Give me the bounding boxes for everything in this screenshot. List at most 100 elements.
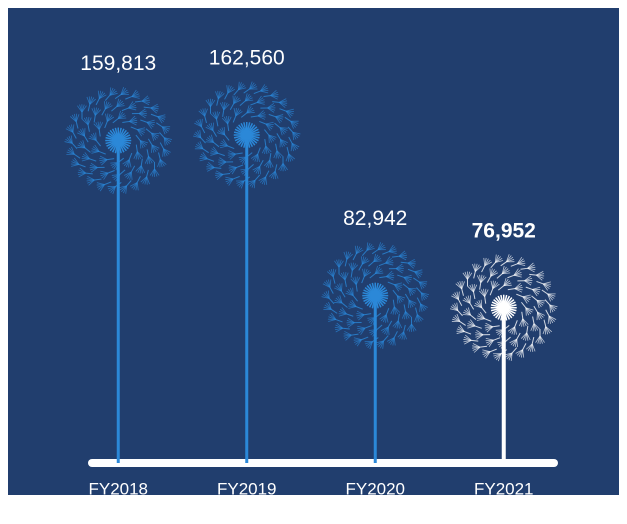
seed-fluff: [257, 115, 266, 120]
seed-head: [64, 86, 173, 195]
seed-stalk: [121, 107, 129, 112]
seed-fluff: [70, 135, 73, 144]
seed-fluff: [263, 159, 271, 167]
seed-stalk: [481, 307, 487, 314]
seed-stalk: [479, 345, 488, 348]
seed-stalk: [470, 314, 477, 320]
seed-stalk: [243, 88, 250, 94]
seed-fluff: [131, 96, 140, 99]
seed-stalk: [263, 95, 271, 97]
seed-fluff: [461, 281, 465, 290]
seed-fluff: [278, 163, 284, 171]
seed-fluff: [246, 112, 255, 114]
seed-stalk: [135, 144, 138, 152]
seed-stalk: [104, 181, 112, 185]
seed-stalk: [496, 273, 503, 279]
seed-fluff: [332, 269, 337, 278]
seed-stalk: [516, 293, 523, 298]
seed-stalk: [222, 109, 225, 117]
seed-fluff: [485, 337, 494, 341]
seed-fluff: [99, 94, 107, 99]
seed-stalk: [272, 101, 280, 103]
seed-stalk: [227, 145, 235, 150]
x-tick-label: FY2019: [217, 479, 277, 498]
seed-fluff: [151, 133, 155, 141]
seed-fluff: [140, 176, 147, 183]
seed-stalk: [358, 264, 363, 271]
seed-fluff: [490, 272, 499, 277]
seed-fluff: [495, 329, 504, 331]
seed-stalk: [507, 288, 515, 291]
seed-stalk: [207, 158, 215, 162]
seed-fluff: [267, 107, 275, 113]
seed-fluff: [485, 322, 493, 328]
seed-stalk: [531, 295, 538, 301]
seed-fluff: [356, 310, 365, 316]
seed-fluff: [130, 182, 138, 187]
seed-stalk: [541, 289, 548, 295]
seed-fluff: [364, 271, 372, 277]
seed-fluff: [344, 272, 349, 281]
seed-stalk: [400, 261, 408, 264]
seed-fluff: [341, 307, 347, 315]
seed-fluff: [366, 248, 375, 251]
seed-fluff: [526, 343, 533, 350]
seed-stalk: [259, 120, 266, 125]
seed-fluff: [157, 116, 163, 124]
seed-stalk: [352, 295, 358, 302]
seed-fluff: [84, 152, 90, 160]
seed-fluff: [504, 352, 513, 356]
seed-fluff: [507, 326, 515, 332]
seed-fluff: [82, 140, 86, 149]
seed-fluff: [273, 150, 278, 159]
seed-stalk: [391, 255, 400, 258]
seed-fluff: [279, 127, 283, 136]
seed-fluff: [278, 102, 286, 108]
seed-stalk: [87, 124, 90, 132]
seed-stalk: [236, 164, 244, 168]
seed-fluff: [210, 99, 216, 107]
seed-fluff: [228, 150, 236, 155]
seed-stalk: [392, 289, 398, 296]
seed-stalk: [341, 291, 346, 298]
seed-stalk: [350, 270, 353, 278]
seed-fluff: [146, 121, 152, 129]
seed-fluff: [476, 330, 484, 336]
seed-fluff: [388, 251, 397, 254]
seed-fluff: [398, 255, 407, 261]
seed-stalk: [275, 143, 278, 151]
seed-fluff: [163, 137, 166, 146]
seed-fluff: [265, 123, 271, 131]
chart-background: [8, 8, 619, 495]
seed-fluff: [522, 296, 528, 304]
seed-stalk: [368, 261, 375, 267]
seed-stalk: [117, 157, 125, 163]
seed-stalk: [125, 96, 133, 100]
seed-fluff: [107, 116, 115, 122]
seed-fluff: [149, 168, 155, 176]
seed-fluff: [329, 279, 332, 288]
seed-fluff: [530, 323, 535, 331]
seed-stalk: [128, 152, 133, 160]
seed-fluff: [219, 157, 227, 163]
seed-stalk: [372, 337, 379, 342]
seed-stalk: [397, 313, 400, 321]
seed-fluff: [141, 100, 150, 106]
seed-stalk: [284, 116, 291, 122]
seed-fluff: [390, 306, 395, 315]
seed-stalk: [457, 310, 463, 317]
seed-fluff: [129, 121, 137, 126]
value-label: 159,813: [80, 52, 156, 75]
seed-fluff: [549, 304, 552, 313]
seed-fluff: [122, 159, 130, 165]
seed-fluff: [216, 111, 221, 120]
seed-stalk: [392, 299, 395, 307]
seed-fluff: [346, 253, 353, 260]
seed-stalk: [404, 293, 410, 301]
seed-fluff: [362, 260, 370, 265]
seed-fluff: [419, 303, 421, 312]
seed-fluff: [515, 349, 523, 354]
seed-fluff: [527, 267, 535, 273]
seed-stalk: [407, 268, 415, 273]
seed-stalk: [114, 94, 122, 100]
